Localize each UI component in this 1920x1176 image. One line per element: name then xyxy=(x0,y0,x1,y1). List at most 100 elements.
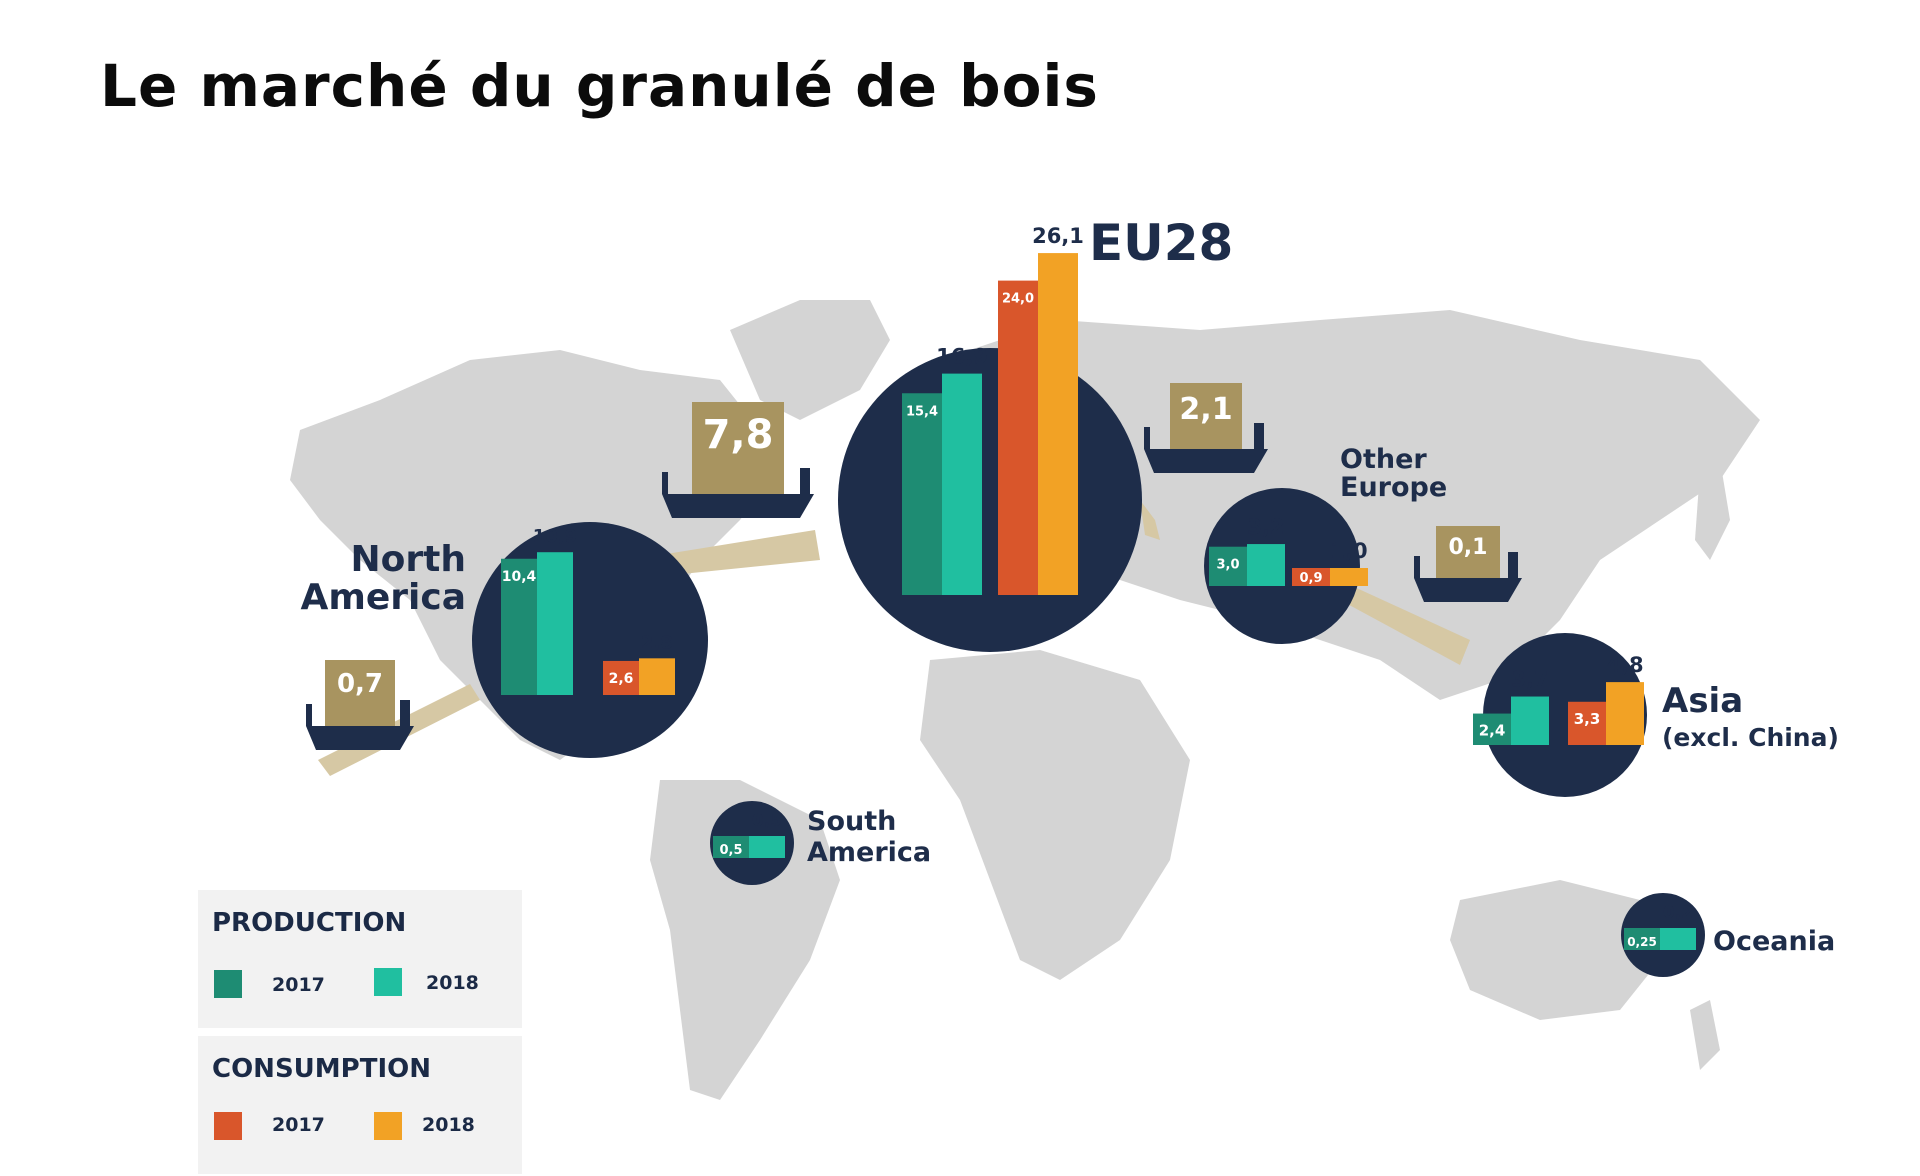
data-label-oceania-production-2018: 0,2 xyxy=(1663,903,1693,923)
bar-other-europe-consumption-2018 xyxy=(1330,568,1368,586)
bar-oceania-production-2018 xyxy=(1660,928,1696,950)
data-label-south-america-production-2017: 0,5 xyxy=(719,843,742,858)
ship-bow-3 xyxy=(1144,427,1150,449)
bar-other-europe-production-2018 xyxy=(1247,544,1285,586)
data-label-other-europe-production-2017: 3,0 xyxy=(1216,558,1239,573)
data-label-eu--consumption-2017: 24,0 xyxy=(1002,292,1034,307)
bar-asia-excl-china--consumption-2018 xyxy=(1606,682,1644,745)
data-label-asia-excl-china--consumption-2017: 3,3 xyxy=(1574,710,1601,728)
bar-asia-excl-china--consumption-2017 xyxy=(1568,701,1606,745)
legend-production-title: PRODUCTION xyxy=(212,908,407,938)
legend-label-consumption-2017: 2017 xyxy=(272,1114,325,1136)
data-label-eu--consumption-2018: 26,1 xyxy=(1032,224,1084,248)
label-south-america-1: South xyxy=(807,806,896,837)
trade-ship-4: 0,1 xyxy=(1414,526,1522,602)
legend-swatch-consumption-2018 xyxy=(374,1112,402,1140)
ship-hull-4 xyxy=(1414,578,1522,602)
bar-eu--consumption-2017 xyxy=(998,280,1038,595)
legend-swatch-production-2018 xyxy=(374,968,402,996)
bar-north-america-consumption-2017 xyxy=(603,660,639,695)
data-label-north-america-production-2018: 10,9 xyxy=(533,526,577,547)
bar-marks: 10,4 10,9 2,6 2,8 15,4 16,9 24,0 26,1 3,0 3,2 0,9 1… xyxy=(501,224,1696,950)
circle-eu28 xyxy=(838,348,1142,652)
bar-south-america-production-2017 xyxy=(713,836,749,858)
circle-asia xyxy=(1483,633,1647,797)
label-oceania: Oceania xyxy=(1713,926,1835,957)
ship-stern-2 xyxy=(800,468,810,494)
ship-stern-1 xyxy=(400,700,410,726)
legend-production: PRODUCTION 2017 2018 xyxy=(198,890,522,1028)
bar-asia-excl-china--production-2018 xyxy=(1511,696,1549,745)
data-label-other-europe-consumption-2018: 1,0 xyxy=(1330,539,1367,563)
label-north-america-2: America xyxy=(300,577,466,618)
trade-ships: 0,7 7,8 2,1 0,1 xyxy=(306,383,1522,750)
bar-north-america-production-2017 xyxy=(501,558,537,695)
data-label-eu--production-2017: 15,4 xyxy=(906,404,938,419)
label-south-america-2: America xyxy=(807,837,931,868)
trade-ship-3: 2,1 xyxy=(1144,383,1268,473)
map-greenland xyxy=(730,300,890,420)
trade-ship-2: 7,8 xyxy=(662,402,814,518)
data-label-north-america-consumption-2018: 2,8 xyxy=(641,632,673,653)
data-label-north-america-production-2017: 10,4 xyxy=(502,569,537,585)
trade-value-2: 7,8 xyxy=(703,412,774,458)
legend-swatch-production-2017 xyxy=(214,970,242,998)
trade-arrow-eu-east xyxy=(1140,500,1160,540)
ship-bow-1 xyxy=(306,704,312,726)
ship-bow-4 xyxy=(1414,556,1420,578)
legend-label-production-2018: 2018 xyxy=(426,972,479,994)
trade-crate-4 xyxy=(1436,526,1500,578)
data-label-other-europe-production-2018: 3,2 xyxy=(1247,515,1284,539)
label-north-america-1: North xyxy=(351,539,466,580)
ship-hull-3 xyxy=(1144,449,1268,473)
map-new-zealand xyxy=(1690,1000,1720,1070)
data-label-oceania-production-2017: 0,25 xyxy=(1627,935,1657,949)
bar-north-america-production-2018 xyxy=(537,552,573,695)
trade-value-4: 0,1 xyxy=(1449,535,1488,560)
bar-south-america-production-2018 xyxy=(749,836,785,858)
data-label-south-america-production-2018: 0,5 xyxy=(752,811,782,831)
bar-other-europe-consumption-2017 xyxy=(1292,568,1330,586)
bar-eu--production-2017 xyxy=(902,393,942,595)
label-asia-2: (excl. China) xyxy=(1662,723,1839,752)
data-label-asia-excl-china--consumption-2018: 4,8 xyxy=(1606,653,1643,677)
data-label-asia-excl-china--production-2017: 2,4 xyxy=(1479,722,1506,740)
region-labels: North America EU28 Other Europe Asia (ex… xyxy=(300,214,1838,957)
ship-hull-2 xyxy=(662,494,814,518)
bar-eu--production-2018 xyxy=(942,373,982,595)
data-label-asia-excl-china--production-2018: 3,7 xyxy=(1511,668,1548,692)
legend-consumption-title: CONSUMPTION xyxy=(212,1054,431,1084)
map-africa xyxy=(920,650,1190,980)
bar-asia-excl-china--production-2017 xyxy=(1473,713,1511,745)
trade-value-3: 2,1 xyxy=(1179,392,1232,427)
bar-eu--consumption-2018 xyxy=(1038,253,1078,595)
trade-ship-1: 0,7 xyxy=(306,660,414,750)
ship-stern-3 xyxy=(1254,423,1264,449)
world-map xyxy=(290,300,1760,1100)
data-label-other-europe-consumption-2017: 0,9 xyxy=(1299,571,1322,586)
label-eu28: EU28 xyxy=(1089,214,1233,272)
ship-stern-4 xyxy=(1508,552,1518,578)
ship-bow-2 xyxy=(662,472,668,494)
trade-arrow-europe-asia xyxy=(1340,585,1470,665)
label-other-europe-2: Europe xyxy=(1340,472,1447,503)
trade-crate-3 xyxy=(1170,383,1242,449)
legend-label-consumption-2018: 2018 xyxy=(422,1114,475,1136)
legend-label-production-2017: 2017 xyxy=(272,974,325,996)
trade-value-1: 0,7 xyxy=(337,669,383,699)
label-asia-1: Asia xyxy=(1662,681,1743,721)
legend-consumption: CONSUMPTION 2017 2018 xyxy=(198,1036,522,1174)
page-title: Le marché du granulé de bois xyxy=(100,52,1099,120)
legend-swatch-consumption-2017 xyxy=(214,1112,242,1140)
data-label-north-america-consumption-2017: 2,6 xyxy=(609,671,634,687)
bar-oceania-production-2017 xyxy=(1624,928,1660,950)
trade-crate-1 xyxy=(325,660,395,726)
bar-north-america-consumption-2018 xyxy=(639,658,675,695)
ship-hull-1 xyxy=(306,726,414,750)
map-australia xyxy=(1450,880,1660,1020)
bar-other-europe-production-2017 xyxy=(1209,546,1247,586)
label-other-europe-1: Other xyxy=(1340,444,1427,475)
trade-arrow-na-eu xyxy=(660,530,820,575)
map-europe-asia xyxy=(930,310,1760,700)
